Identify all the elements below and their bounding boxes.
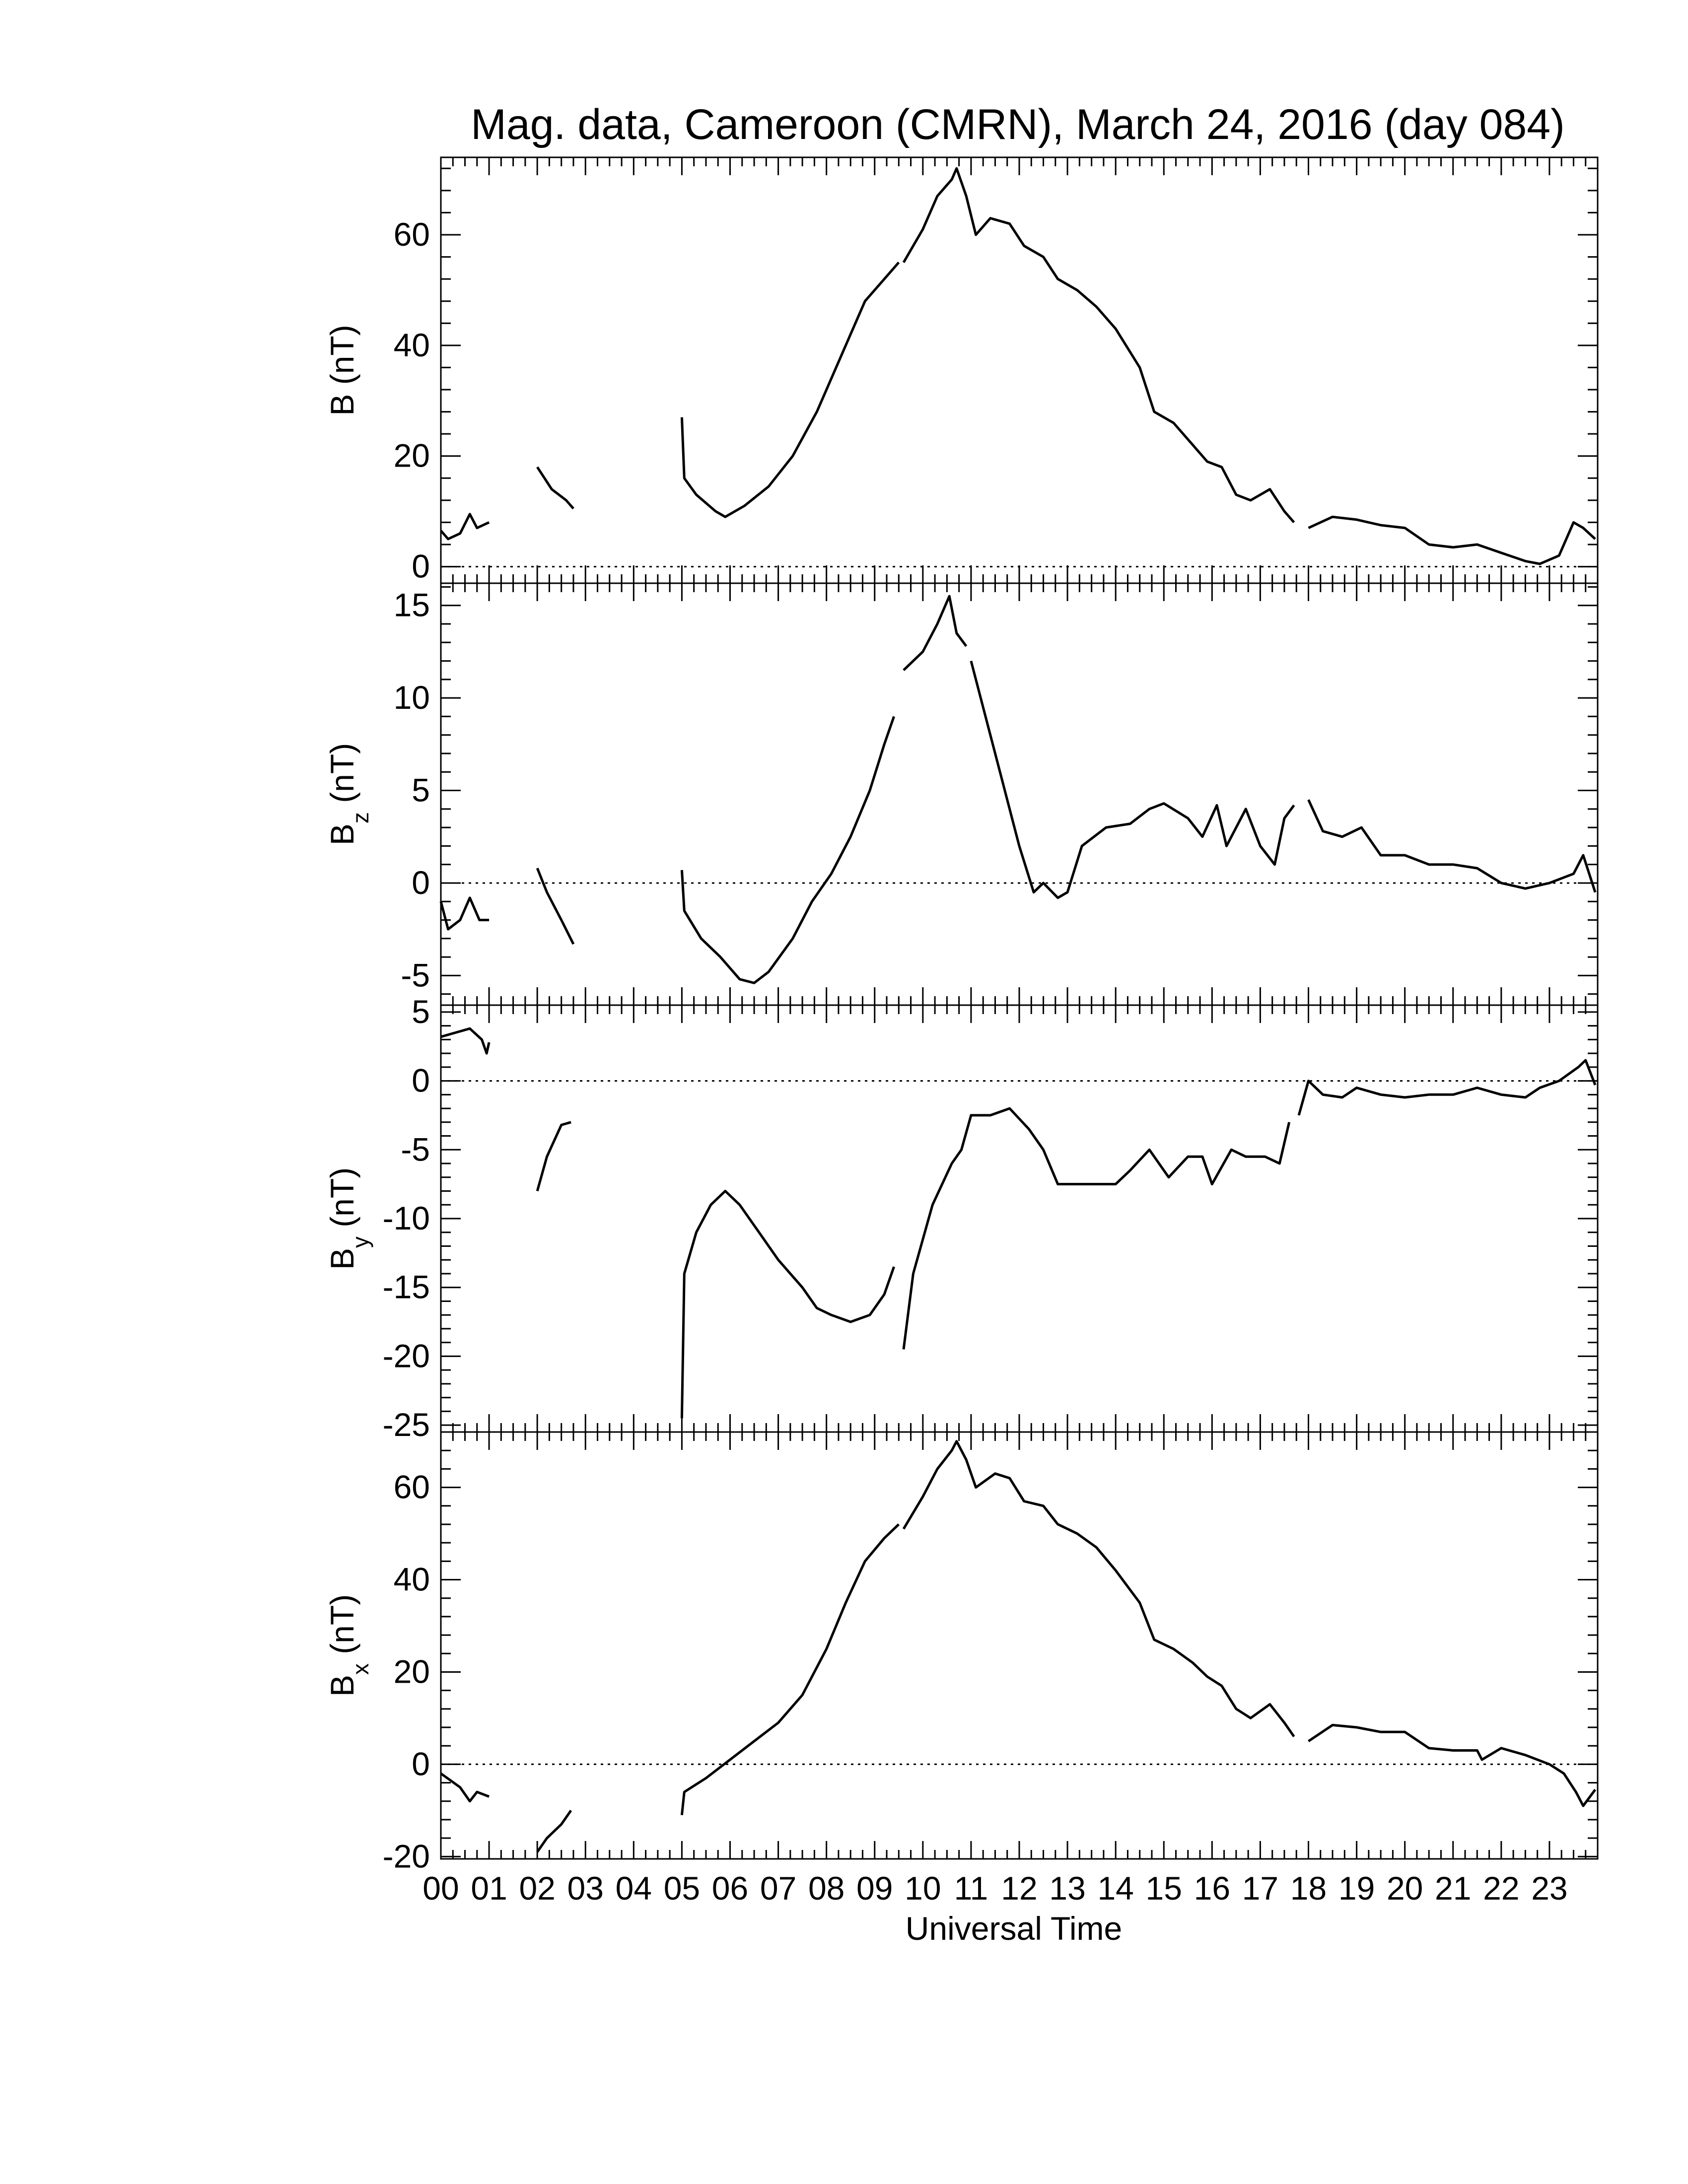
data-line-segment: [440, 1772, 490, 1803]
y-tick-label: 0: [412, 864, 430, 901]
y-ticks: [441, 1011, 1598, 1426]
y-tick-label: -5: [401, 956, 430, 993]
y-tick-label: -5: [401, 1131, 430, 1167]
x-tick-label: 23: [1531, 1870, 1567, 1907]
x-tick-label: 10: [905, 1870, 941, 1907]
data-line-segment: [1308, 1723, 1597, 1807]
y-tick-label: 5: [412, 993, 430, 1030]
data-line-segment: [439, 896, 490, 931]
x-tick-label: 16: [1194, 1870, 1230, 1907]
x-tick-label: 12: [1001, 1870, 1037, 1907]
data-line-segment: [903, 595, 968, 672]
y-tick-label: 0: [412, 1062, 430, 1099]
y-axis-label: By (nT): [324, 1167, 373, 1270]
panel-frame: [440, 156, 1599, 584]
y-tick-label: 20: [394, 437, 430, 474]
x-tick-label: 21: [1435, 1870, 1471, 1907]
chart-title: Mag. data, Cameroon (CMRN), March 24, 20…: [471, 101, 1565, 148]
data-line-segment: [680, 262, 900, 518]
x-ticks: [440, 583, 1599, 1005]
x-tick-label: 14: [1097, 1870, 1133, 1907]
x-ticks: [440, 1005, 1599, 1432]
data-line-segment: [1297, 1059, 1597, 1116]
data-line-segment: [902, 1440, 1295, 1738]
data-series: [440, 1440, 1597, 1853]
x-tick-label: 11: [954, 1870, 988, 1907]
data-line-segment: [440, 513, 490, 541]
data-line-segment: [902, 167, 1295, 524]
x-tick-label: 19: [1338, 1870, 1375, 1907]
y-tick-label: -25: [383, 1406, 430, 1443]
x-tick-label: 13: [1049, 1870, 1085, 1907]
y-tick-label: 40: [394, 327, 430, 363]
x-tick-label: 04: [616, 1870, 652, 1907]
y-axis-label: Bx (nT): [324, 1594, 373, 1697]
x-tick-label: 07: [760, 1870, 796, 1907]
data-line-segment: [536, 466, 574, 510]
y-tick-label: 20: [394, 1653, 430, 1690]
y-tick-label: -20: [383, 1337, 430, 1374]
x-ticks: [440, 157, 1599, 583]
x-tick-label: 15: [1146, 1870, 1182, 1907]
y-axis-label: B (nT): [324, 325, 360, 415]
data-line-segment: [536, 1121, 571, 1192]
x-tick-label: 02: [519, 1870, 555, 1907]
data-series: [439, 595, 1597, 984]
data-series: [440, 167, 1596, 565]
y-ticks: [441, 167, 1598, 568]
y-tick-label: -10: [383, 1200, 430, 1236]
y-tick-label: 15: [394, 587, 430, 623]
panel-3: -25 -20 -15 -10 -5 0 5 By (nT): [324, 993, 1599, 1443]
data-line-segment: [970, 660, 1295, 899]
x-tick-label: 22: [1483, 1870, 1519, 1907]
x-tick-label: 05: [664, 1870, 700, 1907]
x-tick-label: 17: [1242, 1870, 1278, 1907]
y-ticks: [441, 586, 1598, 995]
x-tick-label: 01: [471, 1870, 507, 1907]
x-ticks: [440, 1432, 1599, 1859]
y-tick-label: -15: [383, 1269, 430, 1305]
y-tick-label: 40: [394, 1561, 430, 1598]
data-line-segment: [440, 1027, 491, 1055]
x-tick-label: 08: [808, 1870, 844, 1907]
data-line-segment: [902, 1107, 1291, 1350]
panel-4: -20 0 20 40 60 Bx (nT): [324, 1431, 1599, 1874]
data-line-segment: [680, 1523, 900, 1815]
panel-1: 0 20 40 60 B (nT): [324, 156, 1599, 585]
plot-panels: 0 20 40 60 B (nT) -5 0 5 10 15 Bz (nT) -25 -20 -15 -10…: [324, 156, 1599, 1874]
data-line-segment: [1308, 515, 1596, 565]
data-line-segment: [680, 1190, 895, 1419]
x-tick-label: 20: [1387, 1870, 1423, 1907]
y-tick-label: 60: [394, 1469, 430, 1505]
data-line-segment: [536, 1809, 572, 1853]
x-axis-label: Universal Time: [906, 1910, 1122, 1947]
panel-frame: [440, 582, 1599, 1006]
x-tick-label: 18: [1290, 1870, 1327, 1907]
data-line-segment: [536, 868, 575, 945]
x-tick-label: 03: [567, 1870, 604, 1907]
y-tick-label: 10: [394, 679, 430, 716]
x-tick-label: 06: [712, 1870, 748, 1907]
data-line-segment: [1307, 799, 1597, 893]
x-tick-label: 00: [422, 1870, 459, 1907]
y-tick-label: 60: [394, 216, 430, 253]
data-line-segment: [680, 716, 895, 984]
panel-frame: [440, 1431, 1599, 1860]
x-tick-labels: 00 01 02 03 04 05 06 07 08 09 10 11 12 13 14 15 16 17 18 19…: [422, 1870, 1567, 1907]
data-series: [440, 1027, 1597, 1419]
panel-frame: [440, 1004, 1599, 1433]
y-tick-label: 0: [412, 1745, 430, 1782]
y-tick-label: -20: [383, 1838, 430, 1874]
y-ticks: [441, 1431, 1598, 1857]
x-tick-label: 09: [856, 1870, 893, 1907]
y-tick-label: 0: [412, 548, 430, 585]
panel-2: -5 0 5 10 15 Bz (nT): [324, 582, 1599, 1006]
y-tick-label: 5: [412, 772, 430, 809]
y-axis-label: Bz (nT): [324, 743, 373, 845]
